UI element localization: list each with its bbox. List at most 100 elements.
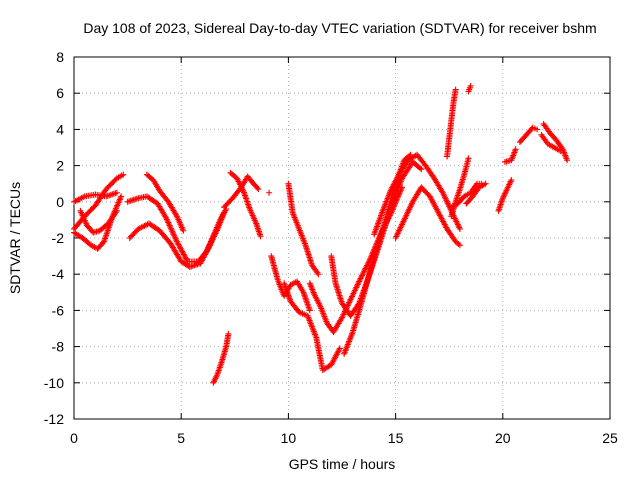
series-PRN-t [444, 86, 459, 160]
trace-mark [183, 255, 190, 262]
trace-mark [356, 276, 363, 283]
trace-mark [531, 125, 538, 132]
trace-mark [551, 134, 558, 141]
axis-ticks [73, 56, 611, 420]
trace-mark [359, 271, 366, 278]
trace-mark [403, 159, 410, 166]
data-point [266, 189, 273, 196]
trace-mark [183, 257, 190, 264]
trace-mark [459, 195, 466, 202]
trace-mark [147, 174, 154, 181]
series-PRN-y [495, 177, 515, 214]
trace-mark [366, 271, 373, 278]
trace-mark [173, 211, 180, 218]
trace-mark [332, 278, 339, 285]
series-PRN-i [221, 173, 262, 211]
trace-mark [417, 165, 424, 172]
trace-mark [172, 210, 179, 217]
trace-mark [556, 147, 563, 154]
trace-mark [359, 272, 366, 279]
trace-mark [308, 260, 315, 267]
trace-mark [357, 301, 364, 308]
trace-mark [499, 196, 506, 203]
series-PRN-f [124, 193, 230, 265]
trace-mark [521, 134, 528, 141]
trace-mark [163, 196, 170, 203]
trace-mark [507, 178, 514, 185]
trace-mark [310, 289, 317, 296]
trace-mark [213, 372, 220, 379]
series-PRN-d [77, 207, 120, 236]
trace-mark [503, 187, 510, 194]
series-PRN-h [210, 330, 232, 386]
series-PRN-k [266, 189, 273, 196]
trace-mark [132, 228, 139, 235]
trace-mark [118, 172, 125, 179]
trace-mark [336, 346, 343, 353]
trace-mark [549, 143, 556, 150]
trace-mark [512, 147, 519, 154]
trace-mark [420, 159, 427, 166]
x-tick-labels: 0 5 10 15 20 25 [70, 430, 618, 446]
trace-mark [98, 241, 105, 248]
trace-mark [227, 197, 234, 204]
trace-mark [289, 208, 296, 215]
y-tick-label: -2 [52, 230, 65, 246]
trace-mark [173, 237, 180, 244]
y-tick-label: 4 [56, 121, 64, 137]
trace-mark [379, 209, 386, 216]
trace-mark [256, 231, 263, 238]
x-tick-label: 10 [281, 430, 297, 446]
trace-mark [415, 164, 422, 171]
trace-mark [193, 258, 200, 265]
series-PRN-o [285, 180, 322, 278]
trace-mark [112, 209, 119, 216]
trace-mark [176, 255, 183, 262]
trace-mark [76, 233, 83, 240]
y-tick-label: 6 [56, 85, 64, 101]
trace-mark [454, 239, 461, 246]
trace-mark [460, 173, 467, 180]
trace-mark [161, 212, 168, 219]
trace-mark [183, 262, 190, 269]
series-PRN-a [71, 171, 127, 232]
trace-mark [456, 224, 463, 231]
trace-mark [338, 298, 345, 305]
trace-mark [133, 195, 140, 202]
trace-mark [254, 184, 261, 191]
trace-mark [429, 172, 436, 179]
trace-mark [438, 186, 445, 193]
trace-mark [252, 218, 259, 225]
trace-mark [111, 177, 118, 184]
trace-mark [360, 269, 367, 276]
series-PRN-b [71, 189, 120, 205]
trace-mark [151, 198, 158, 205]
trace-mark [218, 214, 225, 221]
trace-mark [102, 222, 109, 229]
trace-mark [473, 182, 479, 189]
trace-mark [165, 237, 172, 244]
trace-mark [88, 227, 95, 234]
trace-mark [225, 332, 232, 339]
trace-mark [358, 274, 365, 281]
trace-mark [325, 363, 332, 370]
trace-mark [456, 187, 463, 194]
trace-mark [424, 190, 431, 197]
trace-mark [112, 190, 119, 197]
trace-mark [314, 269, 321, 276]
trace-mark [239, 186, 246, 193]
trace-mark [218, 359, 225, 366]
trace-mark [323, 318, 330, 325]
series-PRN-g [143, 171, 187, 234]
trace-mark [295, 224, 302, 231]
trace-mark [179, 226, 186, 233]
series-PRN-j [227, 169, 264, 240]
trace-mark [117, 194, 124, 201]
chart-title: Day 108 of 2023, Sidereal Day-to-day VTE… [83, 20, 596, 36]
trace-mark [80, 194, 87, 201]
trace-mark [274, 275, 281, 282]
trace-mark [231, 173, 238, 180]
y-axis-label: SDTVAR / TECUs [7, 182, 23, 294]
series-PRN-u [465, 82, 474, 95]
trace-mark [154, 225, 161, 232]
